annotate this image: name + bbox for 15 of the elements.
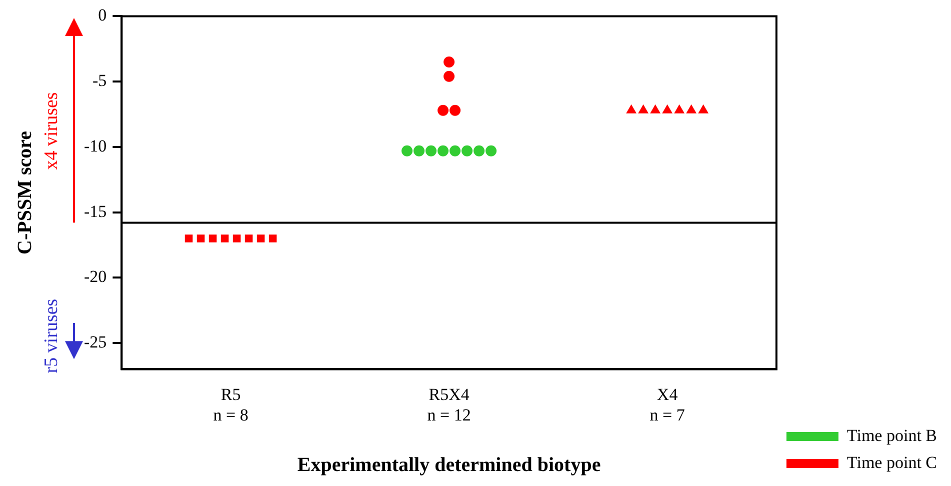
y-axis-title: C-PSSM score — [14, 130, 36, 254]
text: r5 viruses — [40, 298, 63, 373]
y-tick-label: -5 — [92, 71, 107, 90]
x-tick-label: X4 n = 7 — [650, 384, 686, 424]
y-tick-label: 0 — [98, 6, 107, 25]
legend-label: Time point C — [846, 452, 938, 472]
y-tick-label: -20 — [84, 267, 107, 286]
y-tick-label: -10 — [84, 136, 107, 156]
text: x4 viruses — [40, 92, 63, 170]
x-tick-label: R5 n = 8 — [213, 384, 248, 424]
x-tick-label: R5X4 n = 12 — [427, 384, 471, 424]
x-axis-title: Experimentally determined biotype — [297, 454, 601, 476]
legend-label: Time point B — [846, 426, 938, 445]
y-tick-label: -25 — [84, 332, 107, 352]
y-tick-label: -15 — [84, 202, 107, 221]
